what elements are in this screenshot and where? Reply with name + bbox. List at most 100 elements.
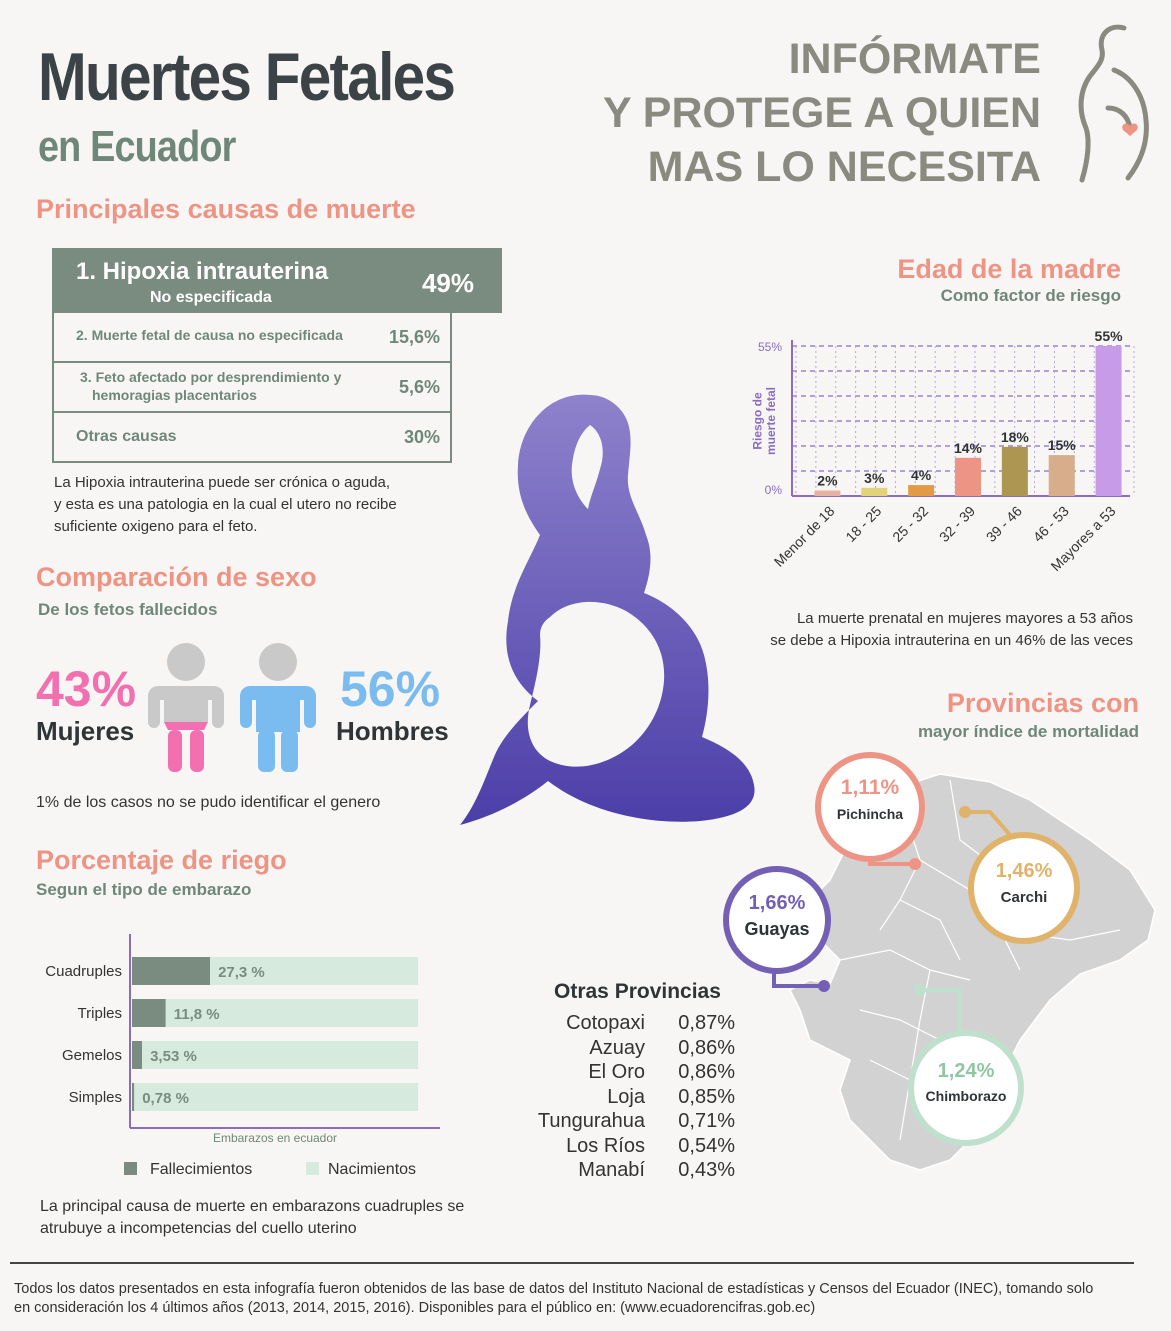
province-row: Azuay 0,86% [520,1037,735,1062]
province-row: Manabí 0,43% [520,1159,735,1184]
cause-row: Otras causas 30% [52,413,452,463]
age-bar [861,487,888,496]
age-chart: 55% 0% Riesgo demuerte fetal 2% Menor de 18 3… [751,328,1135,574]
province-value: 0,86% [678,1036,735,1059]
sex-title: Comparación de sexo [36,562,317,592]
province-name: Manabí [578,1159,645,1181]
age-category-label: 39 - 46 [983,503,1025,545]
province-row: El Oro 0,86% [520,1061,735,1086]
pregnancy-category-label: Gemelos [62,1047,122,1064]
pregnancy-category-label: Cuadruples [45,963,122,980]
footer-line: en consideración los 4 últimos años (201… [14,1300,816,1316]
age-bar-value: 55% [1095,328,1124,344]
heart-icon [1122,123,1138,136]
slogan-line: MAS LO NECESITA [647,143,1041,191]
age-bar [955,457,981,496]
age-note-line: se debe a Hipoxia intrauterina en un 46%… [770,632,1133,649]
causes-note-line: y esta es una patologia en la cual el ut… [54,496,397,513]
province-name: El Oro [588,1061,645,1083]
pregnancy-subtitle: Segun el tipo de embarazo [36,880,252,899]
male-figure-icon [240,643,316,772]
age-category-label: 46 - 53 [1030,503,1072,545]
cause-label: 2. Muerte fetal de causa no especificada [76,327,343,343]
pregnancy-category-label: Triples [78,1005,122,1022]
province-value: 0,85% [678,1085,735,1108]
age-category-label: Menor de 18 [771,503,838,570]
cause-label-cont: hemoragias placentarios [92,387,257,403]
age-bar [1095,346,1122,496]
cause-label: 3. Feto afectado por desprendimiento y [80,369,342,385]
province-row: Tungurahua 0,71% [520,1110,735,1135]
footer-line: Todos los datos presentados en esta info… [14,1281,1094,1297]
slogan: INFÓRMATE Y PROTEGE A QUIEN MAS LO NECES… [603,32,1041,194]
top-cause-name: 1. Hipoxia intrauterina [76,258,329,285]
age-bar-value: 4% [911,467,932,483]
province-name: Chimborazo [925,1088,1007,1104]
province-name: Pichincha [836,806,904,822]
province-value: 1,24% [937,1060,995,1082]
slogan-line: INFÓRMATE [788,35,1041,83]
pregnant-silhouette [460,394,755,825]
cause-pct: 15,6% [388,327,440,347]
age-category-label: 32 - 39 [936,503,978,545]
pregnancy-bar-value: 11,8 % [174,1006,220,1023]
age-category-label: 18 - 25 [842,503,884,545]
cause-row: 3. Feto afectado por desprendimiento y h… [52,363,452,413]
births-bar [165,999,418,1027]
sex-subtitle: De los fetos fallecidos [38,600,218,619]
province-name: Carchi [1000,889,1048,906]
pregnancy-title: Porcentaje de riego [36,845,287,875]
province-name: Tungurahua [537,1110,645,1132]
pregnancy-bar-value: 27,3 % [218,964,265,981]
province-value: 0,43% [678,1159,735,1181]
births-bar [210,957,418,985]
pregnant-woman-icon [1078,24,1149,183]
age-category-label: 25 - 32 [889,503,931,545]
pregnancy-note-line: atrubuye a incompetencias del cuello ute… [40,1220,357,1237]
births-bar [134,1083,418,1111]
province-value: 0,54% [678,1134,735,1157]
province-row: Loja 0,85% [520,1086,735,1111]
age-bar [1048,455,1075,496]
province-value: 1,11% [840,776,900,799]
deaths-bar [132,1041,143,1069]
province-value: 0,71% [678,1110,735,1132]
pregnancy-axis-label: Embarazos en ecuador [213,1131,337,1145]
deaths-bar [132,957,211,985]
age-note-line: La muerte prenatal en mujeres mayores a … [796,610,1133,627]
legend-label-births: Nacimientos [328,1161,416,1178]
causes-note-line: suficiente oxigeno para el feto. [54,518,258,535]
age-bar-value: 18% [1001,429,1030,445]
province-name: Cotopaxi [566,1012,645,1034]
age-title: Edad de la madre [897,254,1121,284]
top-cause: 1. Hipoxia intrauterina No especificada … [52,248,502,313]
province-circle-pichincha: 1,11% Pichincha [815,752,925,862]
province-circle-carchi: 1,46% Carchi [968,832,1080,944]
provinces-subtitle: mayor índice de mortalidad [917,722,1139,741]
province-row: Cotopaxi 0,87% [520,1012,735,1037]
province-value: 1,46% [995,860,1053,882]
age-bar [1001,446,1028,496]
deaths-bar [132,999,166,1027]
causes-table: 1. Hipoxia intrauterina No especificada … [52,248,502,463]
causes-note-line: La Hipoxia intrauterina puede ser crónic… [54,474,391,491]
age-bar-value: 3% [864,470,885,486]
province-circle-chimborazo: 1,24% Chimborazo [908,1030,1024,1146]
province-circle-guayas: 1,66% Guayas [723,866,831,974]
footer-divider [10,1262,1134,1264]
age-note: La muerte prenatal en mujeres mayores a … [770,608,1133,652]
y-tick-label: 0% [765,483,783,497]
other-provinces-list: Cotopaxi 0,87% Azuay 0,86% El Oro 0,86% Loja 0,… [520,1012,735,1184]
legend-swatch-births [306,1162,319,1175]
cause-pct: 5,6% [398,377,440,397]
y-tick-label: 55% [758,340,782,354]
province-value: 1,66% [748,892,806,914]
age-bar [908,485,935,496]
sex-note: 1% de los casos no se pudo identificar e… [36,794,381,811]
province-name: Guayas [744,919,810,939]
age-bar-value: 2% [817,473,838,489]
age-bar-value: 15% [1048,437,1077,453]
provinces-title: Provincias con [946,688,1139,718]
age-subtitle: Como factor de riesgo [940,286,1121,305]
deaths-bar [132,1083,135,1111]
